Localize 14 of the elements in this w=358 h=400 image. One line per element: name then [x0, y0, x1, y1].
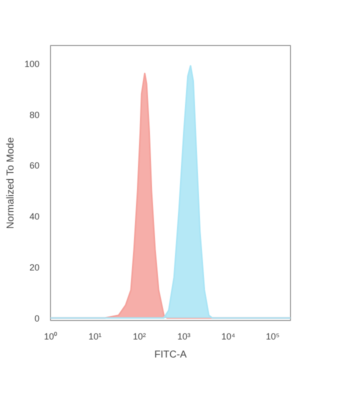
x-axis-title: FITC-A: [154, 350, 187, 360]
x-tick-label: 10⁰: [44, 332, 58, 342]
y-tick-label: 100: [24, 58, 40, 69]
y-tick-label: 40: [29, 212, 40, 222]
x-tick-label: 10⁵: [266, 332, 280, 342]
x-tick-label: 10²: [132, 332, 146, 342]
y-tick-label: 20: [29, 262, 40, 273]
x-tick-label: 10¹: [88, 332, 102, 342]
y-axis-title: Normalized To Mode: [5, 136, 16, 229]
x-tick-label: 10⁴: [221, 332, 236, 342]
y-tick-label: 60: [29, 160, 40, 171]
y-tick-label: 80: [29, 110, 40, 120]
x-tick-label: 10³: [177, 332, 190, 342]
y-tick-label: 0: [34, 313, 40, 324]
